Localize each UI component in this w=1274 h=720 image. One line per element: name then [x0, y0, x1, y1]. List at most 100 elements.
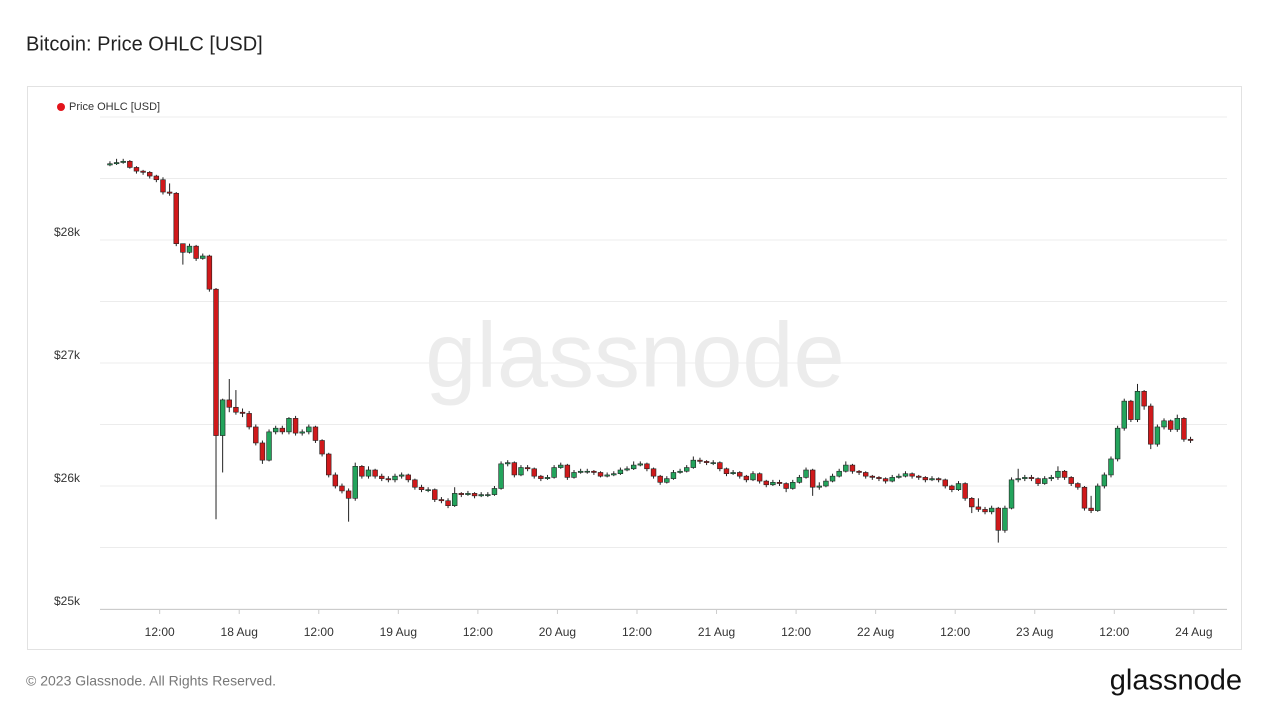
- candle-body: [916, 475, 922, 478]
- candle-body: [398, 474, 405, 477]
- candle-body: [571, 472, 577, 478]
- x-tick-label: 20 Aug: [539, 625, 576, 639]
- candle-body: [1154, 426, 1161, 445]
- candle-body: [253, 426, 259, 444]
- candle-body: [478, 494, 484, 497]
- legend-label[interactable]: Price OHLC [USD]: [69, 101, 160, 113]
- x-tick-label: 12:00: [781, 625, 811, 639]
- candle-body: [889, 477, 895, 482]
- y-tick-label: $28k: [54, 225, 81, 239]
- candle-body: [670, 472, 677, 479]
- candle-body: [1128, 400, 1134, 420]
- candle-body: [1187, 438, 1194, 441]
- candle-body: [756, 473, 763, 482]
- x-tick-label: 12:00: [622, 625, 652, 639]
- candle-body: [564, 464, 571, 478]
- watermark: glassnode: [425, 304, 844, 406]
- candle-body: [352, 466, 358, 499]
- x-tick-label: 12:00: [145, 625, 175, 639]
- candle-body: [266, 431, 272, 461]
- x-tick-label: 18 Aug: [221, 625, 258, 639]
- candle-body: [949, 485, 955, 490]
- candle-body: [465, 493, 471, 495]
- candle-body: [498, 463, 504, 489]
- candle-body: [166, 191, 173, 194]
- candle-body: [239, 411, 246, 414]
- candle-body: [1015, 478, 1021, 481]
- candle-body: [1088, 507, 1094, 511]
- candle-body: [246, 413, 252, 428]
- candle-body: [737, 472, 743, 477]
- candle-body: [107, 163, 113, 166]
- candle-body: [405, 474, 411, 481]
- candle-body: [286, 418, 292, 433]
- candle-body: [995, 507, 1001, 531]
- y-tick-label: $25k: [54, 594, 81, 608]
- candle-body: [1028, 477, 1035, 479]
- x-tick-label: 12:00: [304, 625, 334, 639]
- candle-body: [876, 477, 882, 479]
- candle-body: [962, 483, 968, 499]
- candle-body: [1002, 507, 1008, 531]
- candle-body: [703, 461, 710, 463]
- candle-body: [710, 462, 716, 464]
- candle-body: [153, 175, 160, 181]
- candle-body: [664, 478, 670, 483]
- candle-body: [551, 467, 557, 478]
- chart-title: Bitcoin: Price OHLC [USD]: [26, 33, 263, 55]
- candle-body: [763, 480, 769, 486]
- x-tick-label: 19 Aug: [380, 625, 417, 639]
- candle-body: [332, 474, 339, 487]
- candle-body: [955, 483, 962, 490]
- candle-body: [491, 488, 498, 495]
- candle-body: [862, 472, 869, 477]
- candle-body: [345, 490, 352, 499]
- candle-body: [856, 470, 862, 473]
- candle-body: [385, 478, 392, 481]
- candle-body: [511, 462, 518, 476]
- candle-body: [1134, 390, 1141, 420]
- candle-body: [1121, 400, 1127, 429]
- brand-logo: glassnode: [1110, 665, 1242, 697]
- candle-body: [1101, 474, 1108, 487]
- candle-body: [843, 464, 849, 472]
- candle-body: [418, 486, 425, 490]
- candle-body: [458, 493, 465, 495]
- candle-body: [1055, 470, 1061, 478]
- candle-body: [1174, 418, 1180, 430]
- candle-body: [365, 469, 372, 477]
- candle-body: [902, 473, 909, 477]
- candle-body: [730, 472, 736, 475]
- candle-body: [982, 509, 988, 513]
- candle-body: [690, 459, 697, 468]
- candle-body: [445, 500, 451, 506]
- candle-body: [133, 167, 140, 172]
- candle-body: [783, 483, 789, 489]
- candle-body: [836, 470, 842, 477]
- candle-body: [505, 462, 511, 465]
- candle-body: [186, 245, 193, 253]
- candle-body: [206, 255, 213, 290]
- candle-body: [219, 399, 226, 436]
- candle-body: [319, 440, 325, 455]
- candle-body: [637, 463, 643, 466]
- candle-body: [604, 474, 610, 477]
- legend-swatch: [57, 103, 65, 111]
- candle-body: [1141, 390, 1147, 407]
- candle-body: [233, 406, 239, 413]
- candle-body: [1035, 478, 1041, 484]
- y-tick-label: $26k: [54, 471, 81, 485]
- candle-body: [1108, 458, 1114, 476]
- candle-body: [432, 489, 438, 500]
- candle-body: [1148, 405, 1154, 445]
- y-tick-label: $27k: [54, 348, 81, 362]
- candle-body: [882, 478, 889, 482]
- candle-body: [312, 426, 319, 441]
- candle-body: [611, 473, 617, 476]
- candle-body: [1068, 477, 1074, 484]
- candle-body: [425, 489, 431, 491]
- candle-body: [969, 497, 975, 508]
- candle-body: [809, 469, 816, 488]
- x-tick-label: 12:00: [1099, 625, 1129, 639]
- candle-body: [935, 478, 942, 481]
